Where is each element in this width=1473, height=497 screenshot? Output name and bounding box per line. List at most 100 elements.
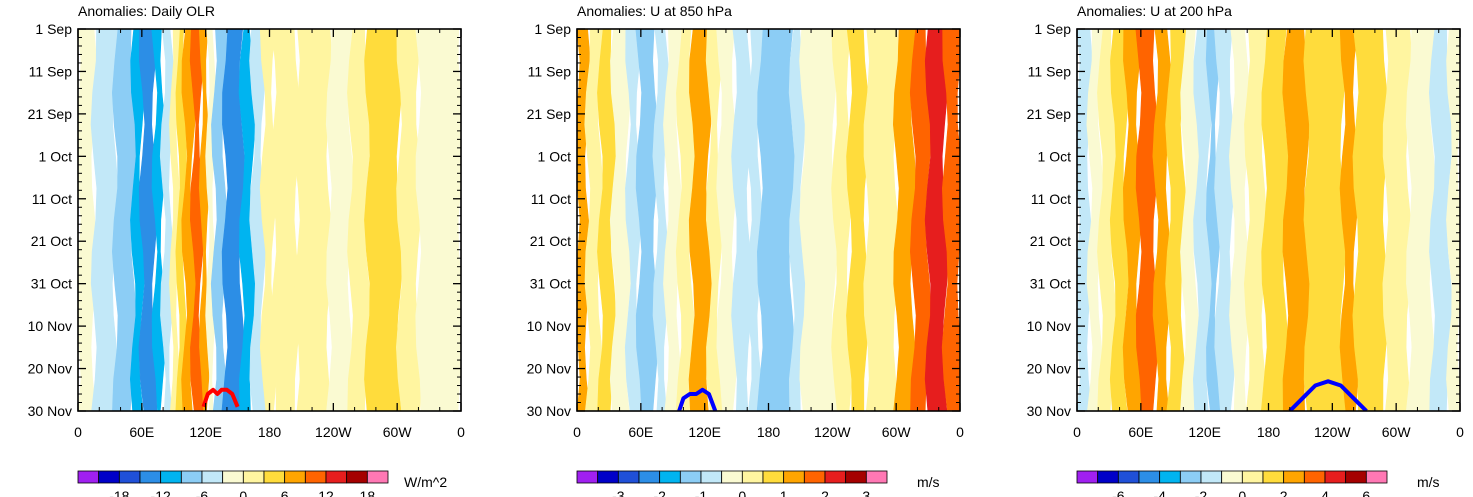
- band-5: [1135, 29, 1159, 411]
- band-15: [788, 29, 806, 411]
- band-20: [892, 29, 917, 411]
- colorbar-swatch: [700, 470, 723, 484]
- y-tick-label: 21 Sep: [1027, 106, 1072, 122]
- colorbar-swatch: [1159, 470, 1181, 484]
- colorbar-label: -18: [109, 488, 129, 497]
- y-tick-label: 11 Sep: [528, 63, 572, 79]
- y-tick-label: 20 Nov: [527, 361, 571, 377]
- colorbar-swatch: [721, 470, 743, 484]
- panel-title: Anomalies: U at 200 hPa: [1077, 3, 1232, 19]
- colorbar-swatch: [1221, 470, 1243, 484]
- x-tick-label: 0: [457, 424, 465, 440]
- colorbar-swatch: [865, 470, 888, 484]
- contour-line: [677, 387, 718, 411]
- x-tick-label: 60W: [383, 424, 413, 440]
- colorbar-swatch: [304, 470, 327, 484]
- colorbar-swatch: [346, 470, 368, 484]
- band-10: [189, 29, 205, 411]
- band-16: [799, 29, 838, 411]
- colorbar-label: 1: [780, 488, 788, 497]
- band-13: [210, 29, 229, 411]
- colorbar-swatch: [1200, 470, 1223, 484]
- colorbar-swatch: [1241, 470, 1264, 484]
- y-tick-label: 31 Oct: [31, 276, 72, 292]
- band-23: [941, 29, 960, 411]
- heatmap-field: [577, 29, 960, 411]
- colorbar-swatch: [242, 470, 265, 484]
- colorbar-swatch: [1283, 470, 1305, 484]
- x-tick-label: 0: [956, 424, 964, 440]
- colorbar-swatch: [741, 470, 764, 484]
- colorbar-swatch: [98, 470, 120, 484]
- band-22: [924, 29, 949, 411]
- colorbar-swatch: [1117, 470, 1140, 484]
- x-tick-label: 60W: [882, 424, 912, 440]
- colorbar-swatch: [263, 470, 286, 484]
- colorbar-swatch: [1324, 470, 1347, 484]
- colorbar-label: -2: [1195, 488, 1208, 497]
- x-tick-label: 120W: [315, 424, 352, 440]
- y-tick-label: 21 Oct: [530, 233, 571, 249]
- x-tick-label: 60E: [628, 424, 653, 440]
- colorbar-swatch: [160, 470, 182, 484]
- band-24: [415, 29, 461, 411]
- colorbar-swatch: [845, 470, 867, 484]
- colorbar-swatch: [118, 470, 141, 484]
- x-tick-label: 180: [258, 424, 282, 440]
- colorbar-label: 2: [1280, 488, 1288, 497]
- band-15: [238, 29, 256, 411]
- x-tick-label: 120E: [1188, 424, 1221, 440]
- colorbar: -6 -4 -2 0 2 4 6 m/s: [1076, 470, 1440, 497]
- band-23: [395, 29, 422, 411]
- heatmap-field: [1077, 29, 1460, 411]
- band-18: [270, 29, 301, 411]
- colorbar-swatch: [222, 470, 244, 484]
- x-tick-label: 60E: [1128, 424, 1153, 440]
- band-3: [129, 29, 145, 411]
- colorbar: -3 -2 -1 0 1 2 3 m/s: [576, 470, 940, 497]
- band-4: [624, 29, 643, 411]
- x-tick-label: 120E: [688, 424, 721, 440]
- colorbar-swatch: [77, 470, 100, 484]
- panel-2: 1 Sep 11 Sep 21 Sep 1 Oct 11 Oct 21 Oct 31 Oct…: [527, 3, 964, 497]
- band-13: [746, 29, 764, 411]
- band-22: [1446, 29, 1460, 411]
- colorbar-swatch: [180, 470, 203, 484]
- y-tick-label: 1 Sep: [35, 21, 72, 37]
- colorbar-swatch: [1365, 470, 1388, 484]
- colorbar-swatch: [1303, 470, 1326, 484]
- x-tick-label: 120E: [189, 424, 222, 440]
- band-15: [1282, 29, 1311, 411]
- band-14: [221, 29, 246, 411]
- band-9: [1192, 29, 1213, 411]
- band-20: [325, 29, 354, 411]
- band-9: [688, 29, 713, 411]
- panel-title: Anomalies: Daily OLR: [78, 3, 215, 19]
- y-tick-label: 21 Oct: [1030, 233, 1071, 249]
- colorbar-label: -4: [1153, 488, 1166, 497]
- colorbar: -18 -12 -6 0 6 12 18 W/m^2: [77, 470, 447, 497]
- colorbar-label: 12: [318, 488, 334, 497]
- band-12: [1228, 29, 1251, 411]
- colorbar-swatch: [284, 470, 306, 484]
- x-tick-label: 60E: [129, 424, 154, 440]
- y-tick-label: 10 Nov: [527, 318, 571, 334]
- y-tick-label: 1 Oct: [39, 148, 73, 164]
- colorbar-swatch: [659, 470, 681, 484]
- band-7: [1165, 29, 1187, 411]
- x-tick-label: 0: [1456, 424, 1464, 440]
- x-tick-label: 180: [1257, 424, 1281, 440]
- band-4: [1122, 29, 1143, 411]
- colorbar-label: -12: [151, 488, 171, 497]
- x-tick-label: 0: [74, 424, 82, 440]
- band-7: [169, 29, 181, 411]
- colorbar-swatch: [762, 470, 785, 484]
- band-18: [1352, 29, 1389, 411]
- band-14: [756, 29, 796, 411]
- colorbar-swatch: [576, 470, 599, 484]
- colorbar-swatch: [201, 470, 224, 484]
- colorbar-units: m/s: [1417, 474, 1440, 490]
- x-tick-label: 120W: [814, 424, 851, 440]
- x-tick-label: 60W: [1382, 424, 1412, 440]
- colorbar-swatch: [1179, 470, 1202, 484]
